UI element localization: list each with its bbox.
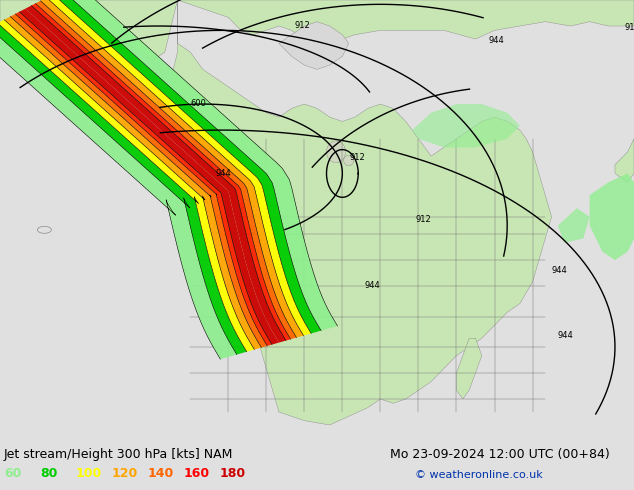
Text: 180: 180: [220, 467, 246, 480]
Ellipse shape: [327, 141, 346, 163]
Text: © weatheronline.co.uk: © weatheronline.co.uk: [415, 470, 543, 480]
Text: 160: 160: [184, 467, 210, 480]
Polygon shape: [615, 139, 634, 182]
Polygon shape: [456, 338, 482, 399]
Text: 944: 944: [488, 36, 504, 46]
Text: Mo 23-09-2024 12:00 UTC (00+84): Mo 23-09-2024 12:00 UTC (00+84): [390, 448, 610, 461]
Polygon shape: [558, 208, 590, 243]
Polygon shape: [0, 23, 247, 355]
Text: 912: 912: [415, 215, 431, 224]
Polygon shape: [412, 104, 520, 147]
Polygon shape: [15, 12, 272, 346]
Text: 60: 60: [4, 467, 22, 480]
Polygon shape: [4, 17, 261, 349]
Ellipse shape: [344, 155, 354, 166]
Text: Jet stream/Height 300 hPa [kts] NAM: Jet stream/Height 300 hPa [kts] NAM: [4, 448, 233, 461]
Text: 944: 944: [552, 266, 567, 275]
Polygon shape: [32, 3, 290, 341]
Text: 944: 944: [216, 169, 231, 178]
Text: 140: 140: [148, 467, 174, 480]
Text: 912: 912: [295, 21, 311, 30]
Polygon shape: [61, 0, 337, 331]
Polygon shape: [10, 14, 268, 347]
Ellipse shape: [37, 226, 51, 233]
Text: 944: 944: [558, 331, 574, 340]
Text: 80: 80: [40, 467, 57, 480]
Polygon shape: [53, 0, 321, 334]
Polygon shape: [590, 173, 634, 260]
Text: 600: 600: [190, 99, 206, 108]
Polygon shape: [19, 9, 279, 344]
Text: 100: 100: [76, 467, 102, 480]
Polygon shape: [25, 5, 286, 343]
Text: 912: 912: [350, 153, 366, 163]
Polygon shape: [0, 27, 236, 359]
Polygon shape: [171, 0, 552, 425]
Polygon shape: [41, 0, 304, 338]
Text: 912: 912: [624, 24, 634, 32]
Polygon shape: [46, 0, 311, 336]
Polygon shape: [0, 20, 254, 352]
Polygon shape: [279, 22, 349, 70]
Text: 944: 944: [365, 281, 380, 291]
Text: 120: 120: [112, 467, 138, 480]
Polygon shape: [36, 1, 297, 339]
Polygon shape: [0, 0, 634, 61]
